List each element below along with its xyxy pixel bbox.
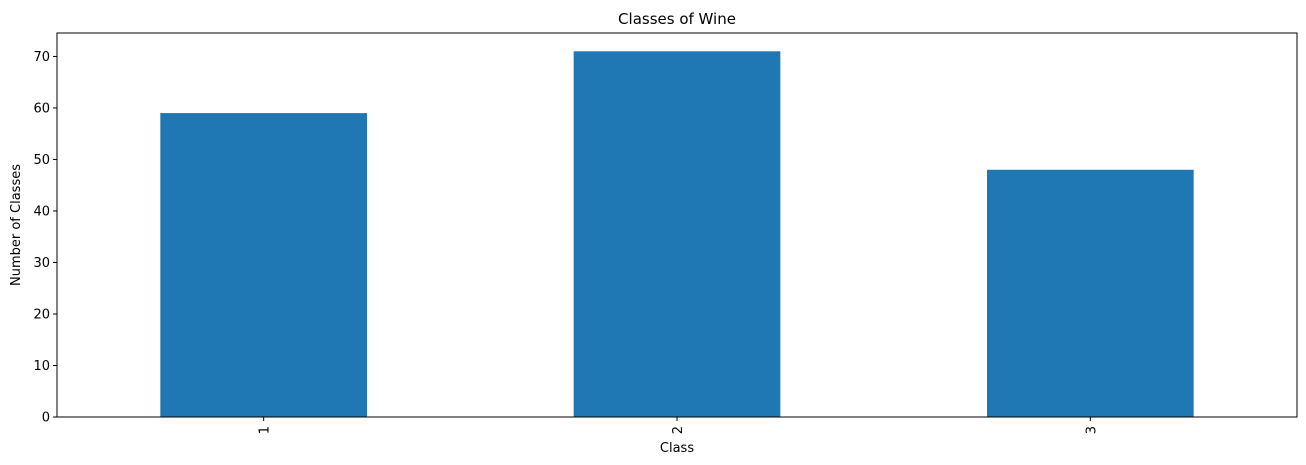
bar-class-3 bbox=[987, 169, 1194, 417]
x-tick-label: 2 bbox=[671, 426, 686, 434]
y-tick-label: 0 bbox=[42, 411, 50, 426]
y-tick-label: 60 bbox=[33, 101, 50, 116]
y-tick-label: 40 bbox=[33, 204, 50, 219]
x-axis: 1 2 3 bbox=[258, 417, 1099, 434]
y-tick-label: 30 bbox=[33, 256, 50, 271]
bar-class-1 bbox=[160, 113, 367, 417]
y-axis-label: Number of Classes bbox=[9, 164, 24, 286]
x-tick-label: 3 bbox=[1084, 426, 1099, 434]
y-tick-label: 50 bbox=[33, 153, 50, 168]
y-tick-label: 70 bbox=[33, 50, 50, 65]
bar-class-2 bbox=[573, 51, 781, 417]
y-tick-label: 10 bbox=[33, 359, 50, 374]
y-tick-label: 20 bbox=[33, 307, 50, 322]
chart-title: Classes of Wine bbox=[618, 10, 736, 28]
y-axis: 0 10 20 30 40 50 60 70 bbox=[33, 50, 57, 426]
x-axis-label: Class bbox=[660, 441, 694, 456]
bars-layer bbox=[160, 51, 1194, 417]
x-tick-label: 1 bbox=[258, 426, 273, 434]
